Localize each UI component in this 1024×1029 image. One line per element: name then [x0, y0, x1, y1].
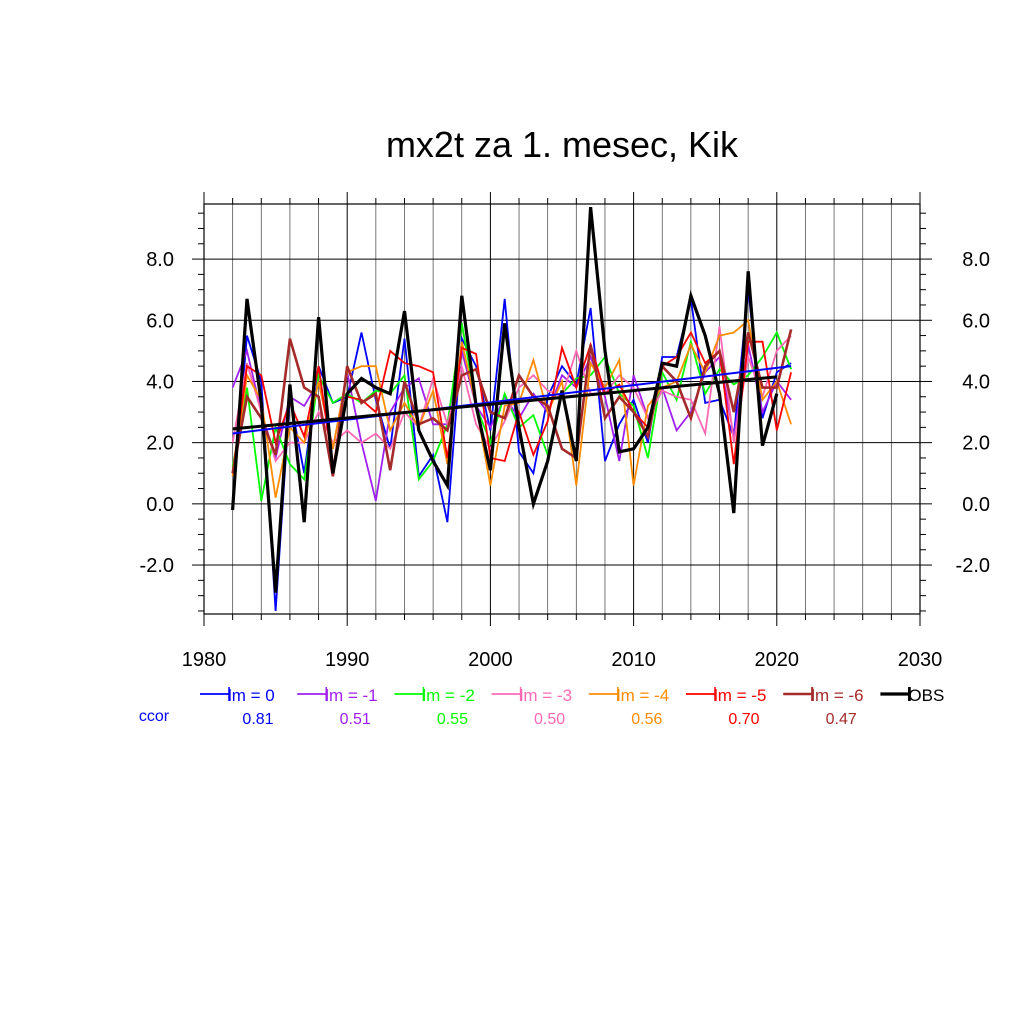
y-tick-label-right: 4.0 [962, 371, 990, 393]
axes: 1980 1990 2000 2010 2020 2030 -2.0 -2.0 0.0 0.0 2.… [140, 192, 990, 671]
legend-label: lm = -6 [811, 686, 863, 705]
legend-label: lm = -5 [714, 686, 766, 705]
y-tick-label-right: 6.0 [962, 310, 990, 332]
trend-line [232, 375, 777, 431]
ccor-value: 0.51 [340, 711, 371, 728]
x-tick-label: 2000 [468, 649, 513, 671]
x-tick-label: 2010 [611, 649, 656, 671]
ccor-value: 0.50 [534, 711, 565, 728]
y-tick-label-left: 4.0 [146, 371, 174, 393]
y-tick-label-left: 0.0 [146, 494, 174, 516]
legend-label: lm = -3 [520, 686, 572, 705]
series-line [231, 329, 793, 477]
trend-line [232, 365, 792, 435]
trend-lines [232, 365, 792, 435]
x-tick-label: 1990 [325, 649, 370, 671]
series-lines [231, 206, 793, 611]
y-tick-label-left: -2.0 [140, 555, 174, 577]
x-tick-label: 1980 [182, 649, 227, 671]
plot-frame [203, 203, 921, 615]
series-line [231, 206, 779, 593]
legend-label: lm = -4 [617, 686, 669, 705]
ccor-value: 0.81 [242, 711, 273, 728]
y-tick-label-left: 8.0 [146, 249, 174, 271]
y-tick-label-left: 6.0 [146, 310, 174, 332]
legend: lm = 0 0.81 lm = -1 0.51 lm = -2 0.55 lm = -3 0… [139, 686, 944, 728]
legend-label: lm = 0 [228, 686, 275, 705]
ccor-value: 0.70 [728, 711, 759, 728]
ccor-value: 0.47 [826, 711, 857, 728]
legend-label: OBS [908, 686, 944, 705]
legend-label: lm = -2 [422, 686, 474, 705]
y-tick-label-right: 2.0 [962, 433, 990, 455]
ccor-value: 0.56 [631, 711, 662, 728]
ccor-value: 0.55 [437, 711, 468, 728]
series-line [231, 330, 792, 474]
chart-title: mx2t za 1. mesec, Kik [386, 124, 739, 165]
y-tick-label-left: 2.0 [146, 433, 174, 455]
y-tick-label-right: 0.0 [962, 494, 990, 516]
grid [204, 204, 920, 614]
x-tick-label: 2020 [755, 649, 800, 671]
x-tick-label: 2030 [898, 649, 943, 671]
y-tick-label-right: -2.0 [956, 555, 990, 577]
legend-label: lm = -1 [325, 686, 377, 705]
ccor-label: ccor [139, 708, 170, 725]
y-tick-label-right: 8.0 [962, 249, 990, 271]
